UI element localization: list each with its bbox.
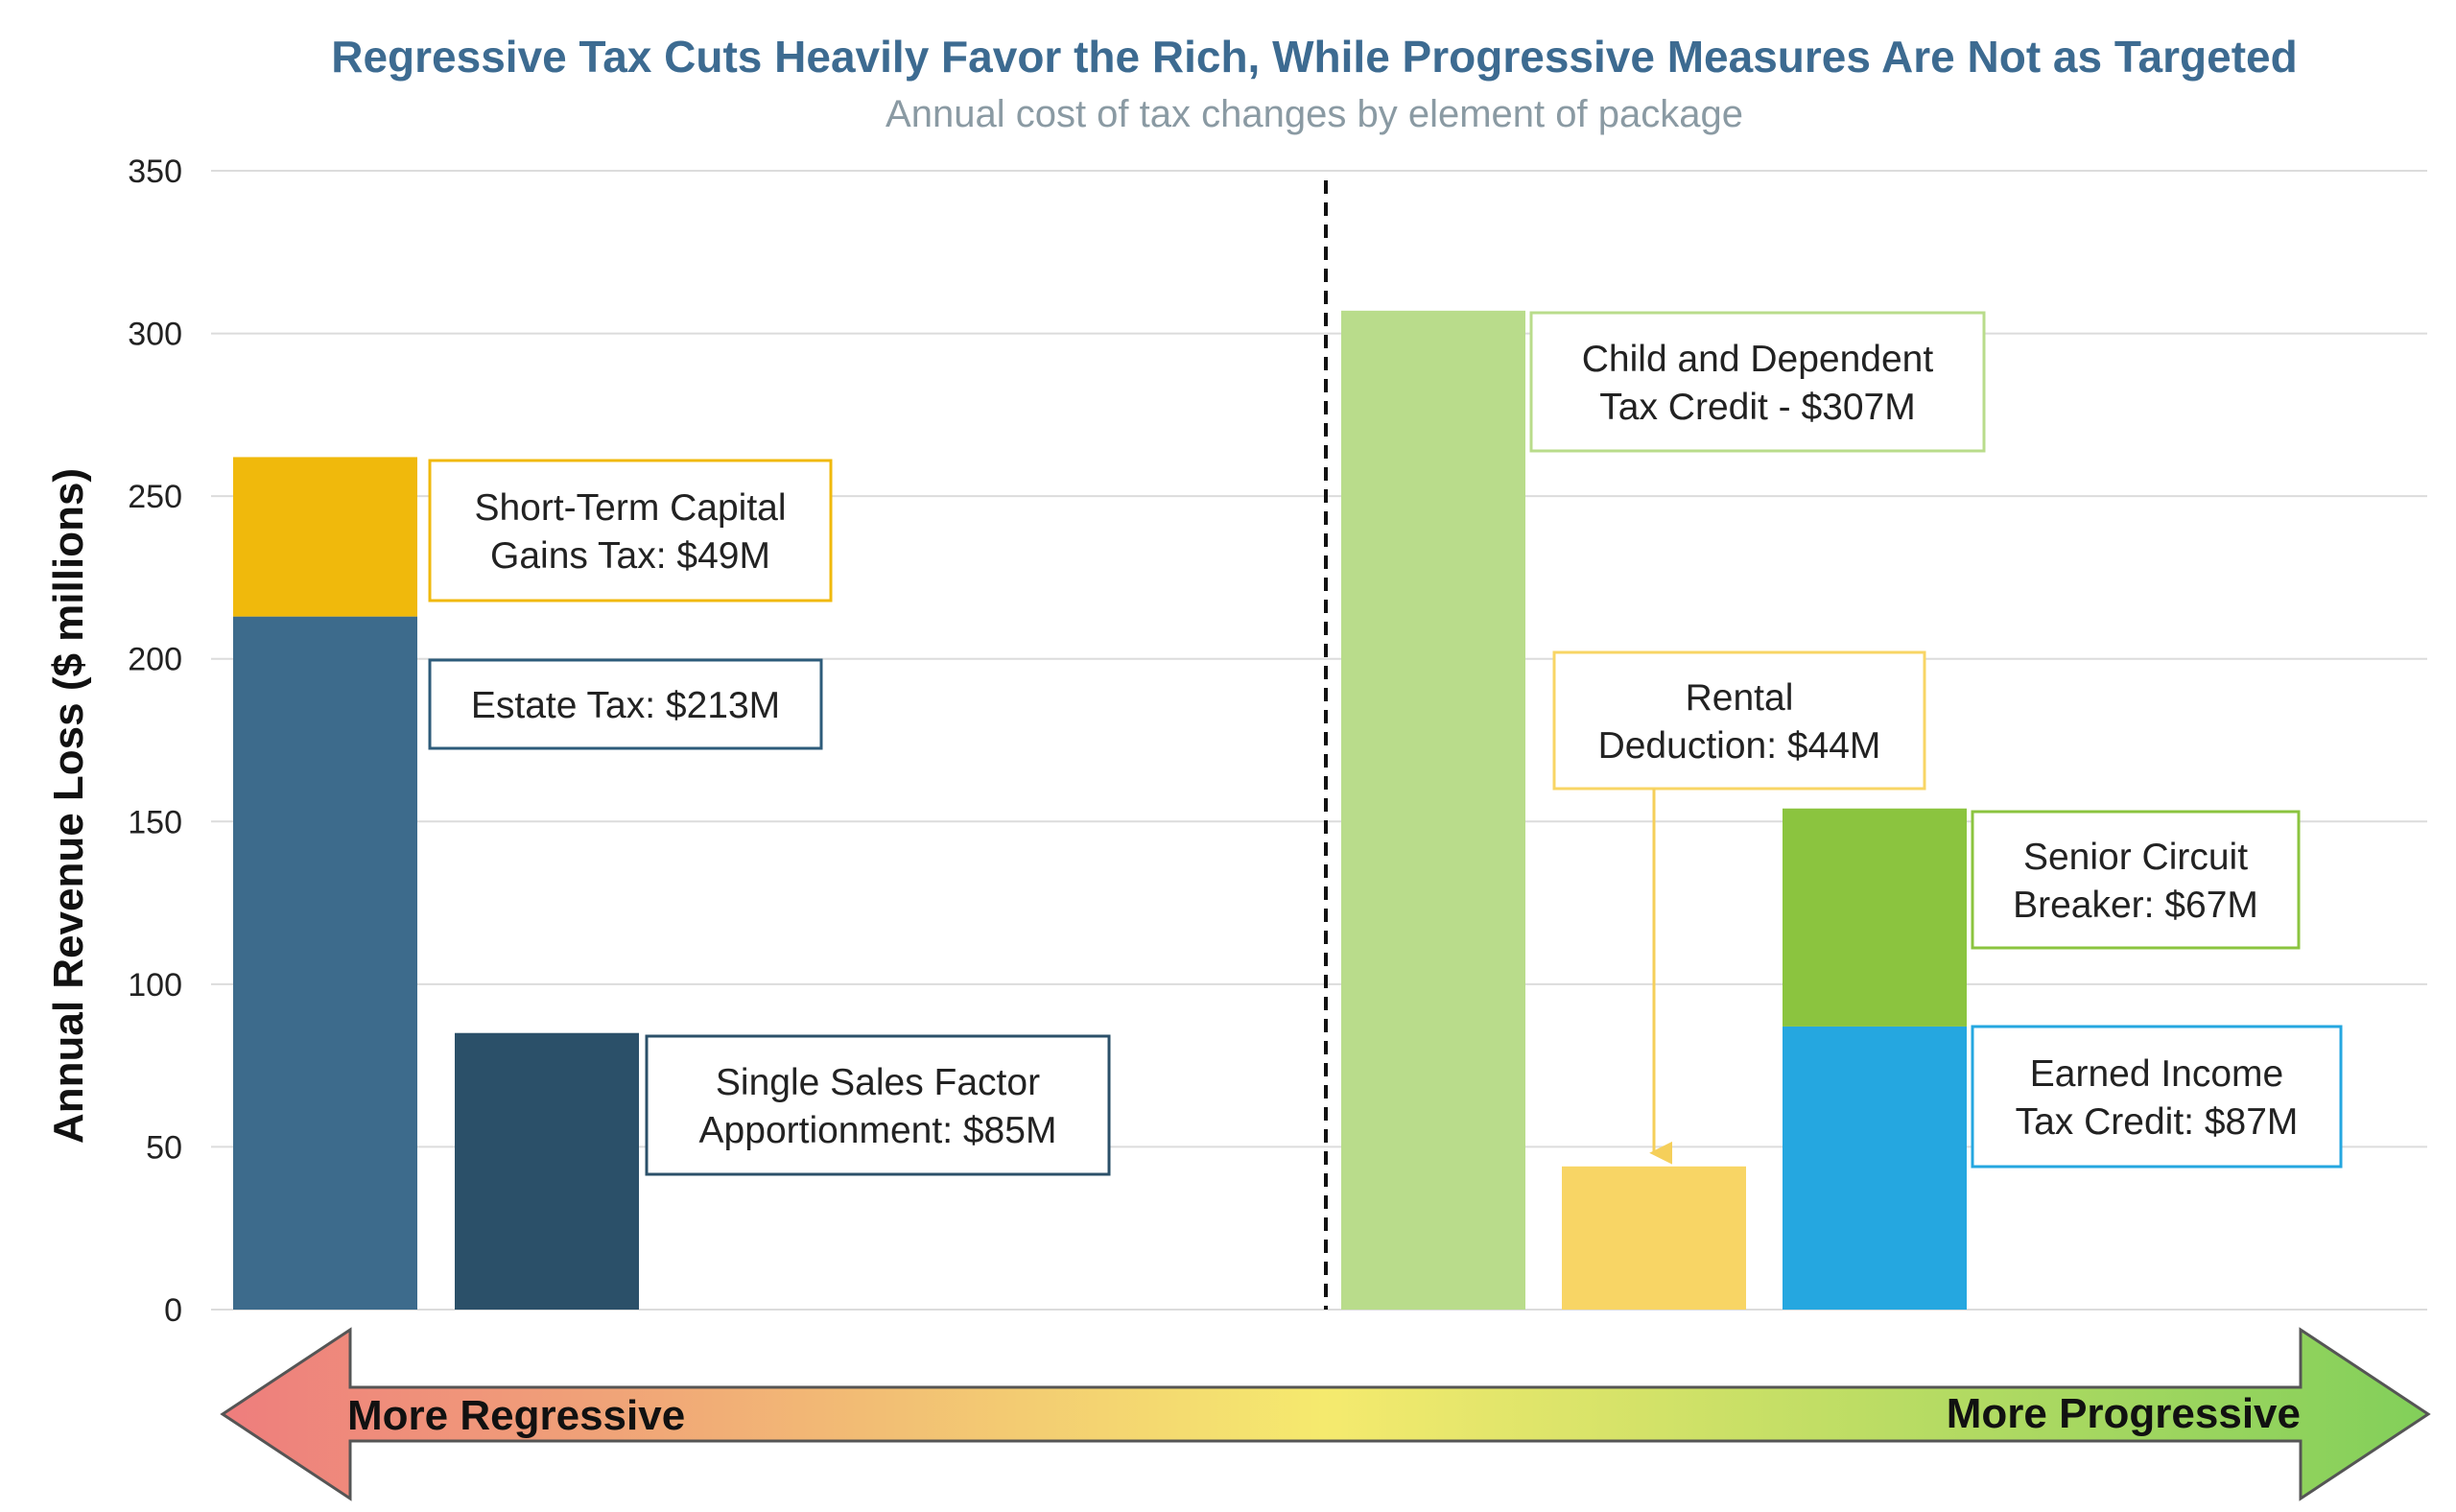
bar-segment xyxy=(455,1032,639,1310)
bar-segment xyxy=(233,616,417,1310)
more-progressive-label: More Progressive xyxy=(1947,1390,2301,1437)
data-label: Apportionment: $85M xyxy=(699,1110,1057,1151)
y-tick-label: 50 xyxy=(146,1129,182,1166)
progressivity-arrow xyxy=(220,1327,2431,1501)
data-label: Senior Circuit xyxy=(2023,837,2248,878)
data-label: Deduction: $44M xyxy=(1598,725,1881,767)
y-tick-label: 200 xyxy=(128,642,182,678)
chart-subtitle: Annual cost of tax changes by element of… xyxy=(886,93,1743,135)
annotations: Estate Tax: $213M Short-Term Capital Gains… xyxy=(428,311,2343,1176)
annotation-box xyxy=(1971,1025,2343,1169)
more-regressive-label: More Regressive xyxy=(347,1392,685,1439)
annotation-box xyxy=(1529,311,1986,453)
y-tick-label: 300 xyxy=(128,317,182,353)
bars xyxy=(233,310,1967,1310)
data-label: Rental xyxy=(1686,677,1794,719)
data-label: Child and Dependent xyxy=(1582,339,1934,380)
bar-segment xyxy=(1783,808,1967,1027)
chart-title: Regressive Tax Cuts Heavily Favor the Ri… xyxy=(331,32,2297,82)
bar-segment xyxy=(1783,1026,1967,1310)
data-label: Short-Term Capital xyxy=(474,487,786,529)
y-tick-label: 250 xyxy=(128,479,182,515)
bar-segment xyxy=(1341,310,1525,1310)
data-label: Tax Credit: $87M xyxy=(2016,1101,2299,1143)
bar-segment xyxy=(233,457,417,617)
data-label: Breaker: $67M xyxy=(2013,885,2258,926)
y-tick-label: 150 xyxy=(128,804,182,840)
data-label: Single Sales Factor xyxy=(716,1062,1040,1103)
annotation-box xyxy=(428,459,833,602)
y-axis-ticks: 0 50 100 150 200 250 300 350 xyxy=(128,154,182,1329)
data-label: Gains Tax: $49M xyxy=(490,535,770,577)
annotation-box xyxy=(1971,810,2301,950)
data-label: Estate Tax: $213M xyxy=(471,685,780,726)
y-axis-label: Annual Revenue Loss ($ millions) xyxy=(45,468,92,1144)
data-label: Tax Credit - $307M xyxy=(1599,387,1915,428)
y-tick-label: 350 xyxy=(128,154,182,190)
annotation-box xyxy=(645,1034,1111,1176)
annotation-box xyxy=(428,658,823,750)
data-label: Earned Income xyxy=(2030,1053,2284,1095)
bar-segment xyxy=(1562,1166,1746,1310)
y-tick-label: 100 xyxy=(128,967,182,1004)
y-tick-label: 0 xyxy=(164,1292,182,1329)
annotation-box xyxy=(1552,650,1926,791)
